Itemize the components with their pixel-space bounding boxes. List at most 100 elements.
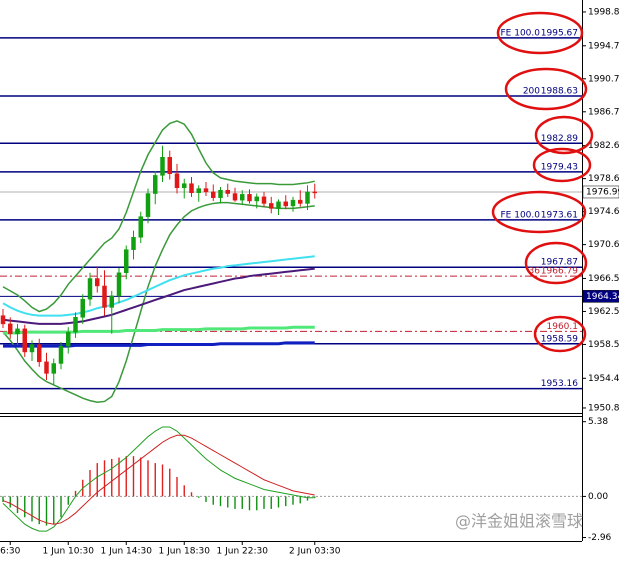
candle-body xyxy=(189,183,194,193)
y-tick-label: -2.96 xyxy=(588,533,612,543)
candle-body xyxy=(37,344,42,363)
candle-body xyxy=(290,199,296,207)
price-marker-label: 1976.99 xyxy=(586,187,619,197)
candle-body xyxy=(218,189,223,198)
y-tick-label: 1986.71 xyxy=(588,107,619,117)
indicator-line xyxy=(3,325,315,335)
candle-body xyxy=(87,278,93,300)
candle-body xyxy=(298,199,303,204)
y-tick-label: 1982.61 xyxy=(588,141,619,151)
candle-body xyxy=(182,183,187,189)
x-tick-label: 2 Jun 03:30 xyxy=(289,547,341,557)
y-tick-label: 1970.61 xyxy=(588,240,619,250)
candle-body xyxy=(283,201,288,207)
level-value-label: 1960.1 xyxy=(547,322,579,332)
highlight-ellipse xyxy=(496,11,584,55)
plot: 1950.81 1954.41 1958.51 1962.51 1966.51 1970.… xyxy=(0,7,619,557)
candle-body xyxy=(312,191,317,194)
y-tick-label: 1950.81 xyxy=(588,403,619,413)
candle-body xyxy=(232,193,238,201)
level-value-label: 1995.67 xyxy=(541,28,578,38)
candle-body xyxy=(80,298,85,318)
candle-body xyxy=(174,173,180,189)
candle-body xyxy=(269,203,274,209)
annotations xyxy=(491,11,594,353)
indicator-line xyxy=(3,341,315,348)
candle-body xyxy=(196,188,201,193)
price-marker-label: 1964.34 xyxy=(586,292,619,302)
candle-body xyxy=(51,363,56,374)
y-tick-label: 1990.71 xyxy=(588,74,619,84)
indicator-line xyxy=(2,426,315,532)
candle-body xyxy=(73,317,78,333)
y-tick-label: 1978.61 xyxy=(588,174,619,184)
level-value-label: 1973.61 xyxy=(541,210,578,220)
y-tick-label: 1998.81 xyxy=(588,7,619,17)
highlight-ellipse xyxy=(532,147,592,183)
y-tick-label: 5.38 xyxy=(588,417,608,427)
highlight-ellipse xyxy=(524,241,588,285)
candle-body xyxy=(15,328,20,335)
candle-body xyxy=(138,216,143,238)
y-tick-label: 1954.41 xyxy=(588,374,619,384)
candle-body xyxy=(8,323,13,335)
level-value-label: 1953.16 xyxy=(541,379,578,389)
candle-body xyxy=(124,249,129,273)
candle-body xyxy=(116,272,122,297)
highlight-ellipse xyxy=(504,67,588,111)
level-value-label: 1988.63 xyxy=(541,86,578,96)
highlight-ellipse xyxy=(491,190,587,234)
indicator-line xyxy=(2,120,315,313)
candle-body xyxy=(261,196,267,204)
y-tick-label: 1974.61 xyxy=(588,207,619,217)
candle-body xyxy=(22,328,27,353)
indicator-line xyxy=(2,201,315,404)
candle-body xyxy=(145,193,151,217)
candle-body xyxy=(305,191,310,204)
price-marker-box xyxy=(582,290,619,303)
indicator-line xyxy=(2,255,315,317)
indicator-line xyxy=(2,434,315,525)
level-prefix-label: 200 xyxy=(523,86,540,96)
x-tick-label: 1 Jun 14:30 xyxy=(101,547,153,557)
candle-body xyxy=(58,345,64,364)
candle-body xyxy=(0,315,6,325)
candle-body xyxy=(153,175,158,194)
level-value-label: 1979.43 xyxy=(541,162,578,172)
y-tick-label: 1966.51 xyxy=(588,274,619,284)
level-value-label: 1982.89 xyxy=(541,134,578,144)
y-tick-label: 0.00 xyxy=(588,492,608,502)
candle-body xyxy=(102,285,107,308)
watermark: @洋金姐姐滚雪球 xyxy=(455,512,583,531)
candle-body xyxy=(240,194,245,201)
y-tick-label: 1962.51 xyxy=(588,307,619,317)
price-marker-box xyxy=(582,185,619,199)
candle-body xyxy=(109,295,114,308)
candle-body xyxy=(167,156,172,174)
candle-body xyxy=(254,196,259,202)
candle-body xyxy=(225,189,230,194)
highlight-ellipse xyxy=(534,115,594,155)
candle-body xyxy=(203,188,209,193)
candle-body xyxy=(44,361,49,374)
x-tick-label: 1 Jun 22:30 xyxy=(217,547,269,557)
highlight-ellipse xyxy=(533,315,587,353)
level-value-label: 1958.59 xyxy=(541,334,578,344)
candle-body xyxy=(95,278,100,287)
y-tick-label: 1994.71 xyxy=(588,41,619,51)
level-value-label: 1967.87 xyxy=(541,258,578,268)
candle-body xyxy=(131,237,136,250)
x-tick-label: 6:30 xyxy=(0,547,20,557)
indicator-line xyxy=(2,267,315,325)
candle-body xyxy=(160,156,165,176)
level-prefix-label: FE 100.0 xyxy=(501,28,541,38)
x-tick-label: 1 Jun 18:30 xyxy=(159,547,211,557)
candle-body xyxy=(66,331,71,347)
level-prefix-label: FE 100.0 xyxy=(501,210,541,220)
candle-body xyxy=(247,194,252,202)
level-value-label: 1966.79 xyxy=(541,267,578,277)
level-prefix-label: 36 xyxy=(529,267,541,277)
